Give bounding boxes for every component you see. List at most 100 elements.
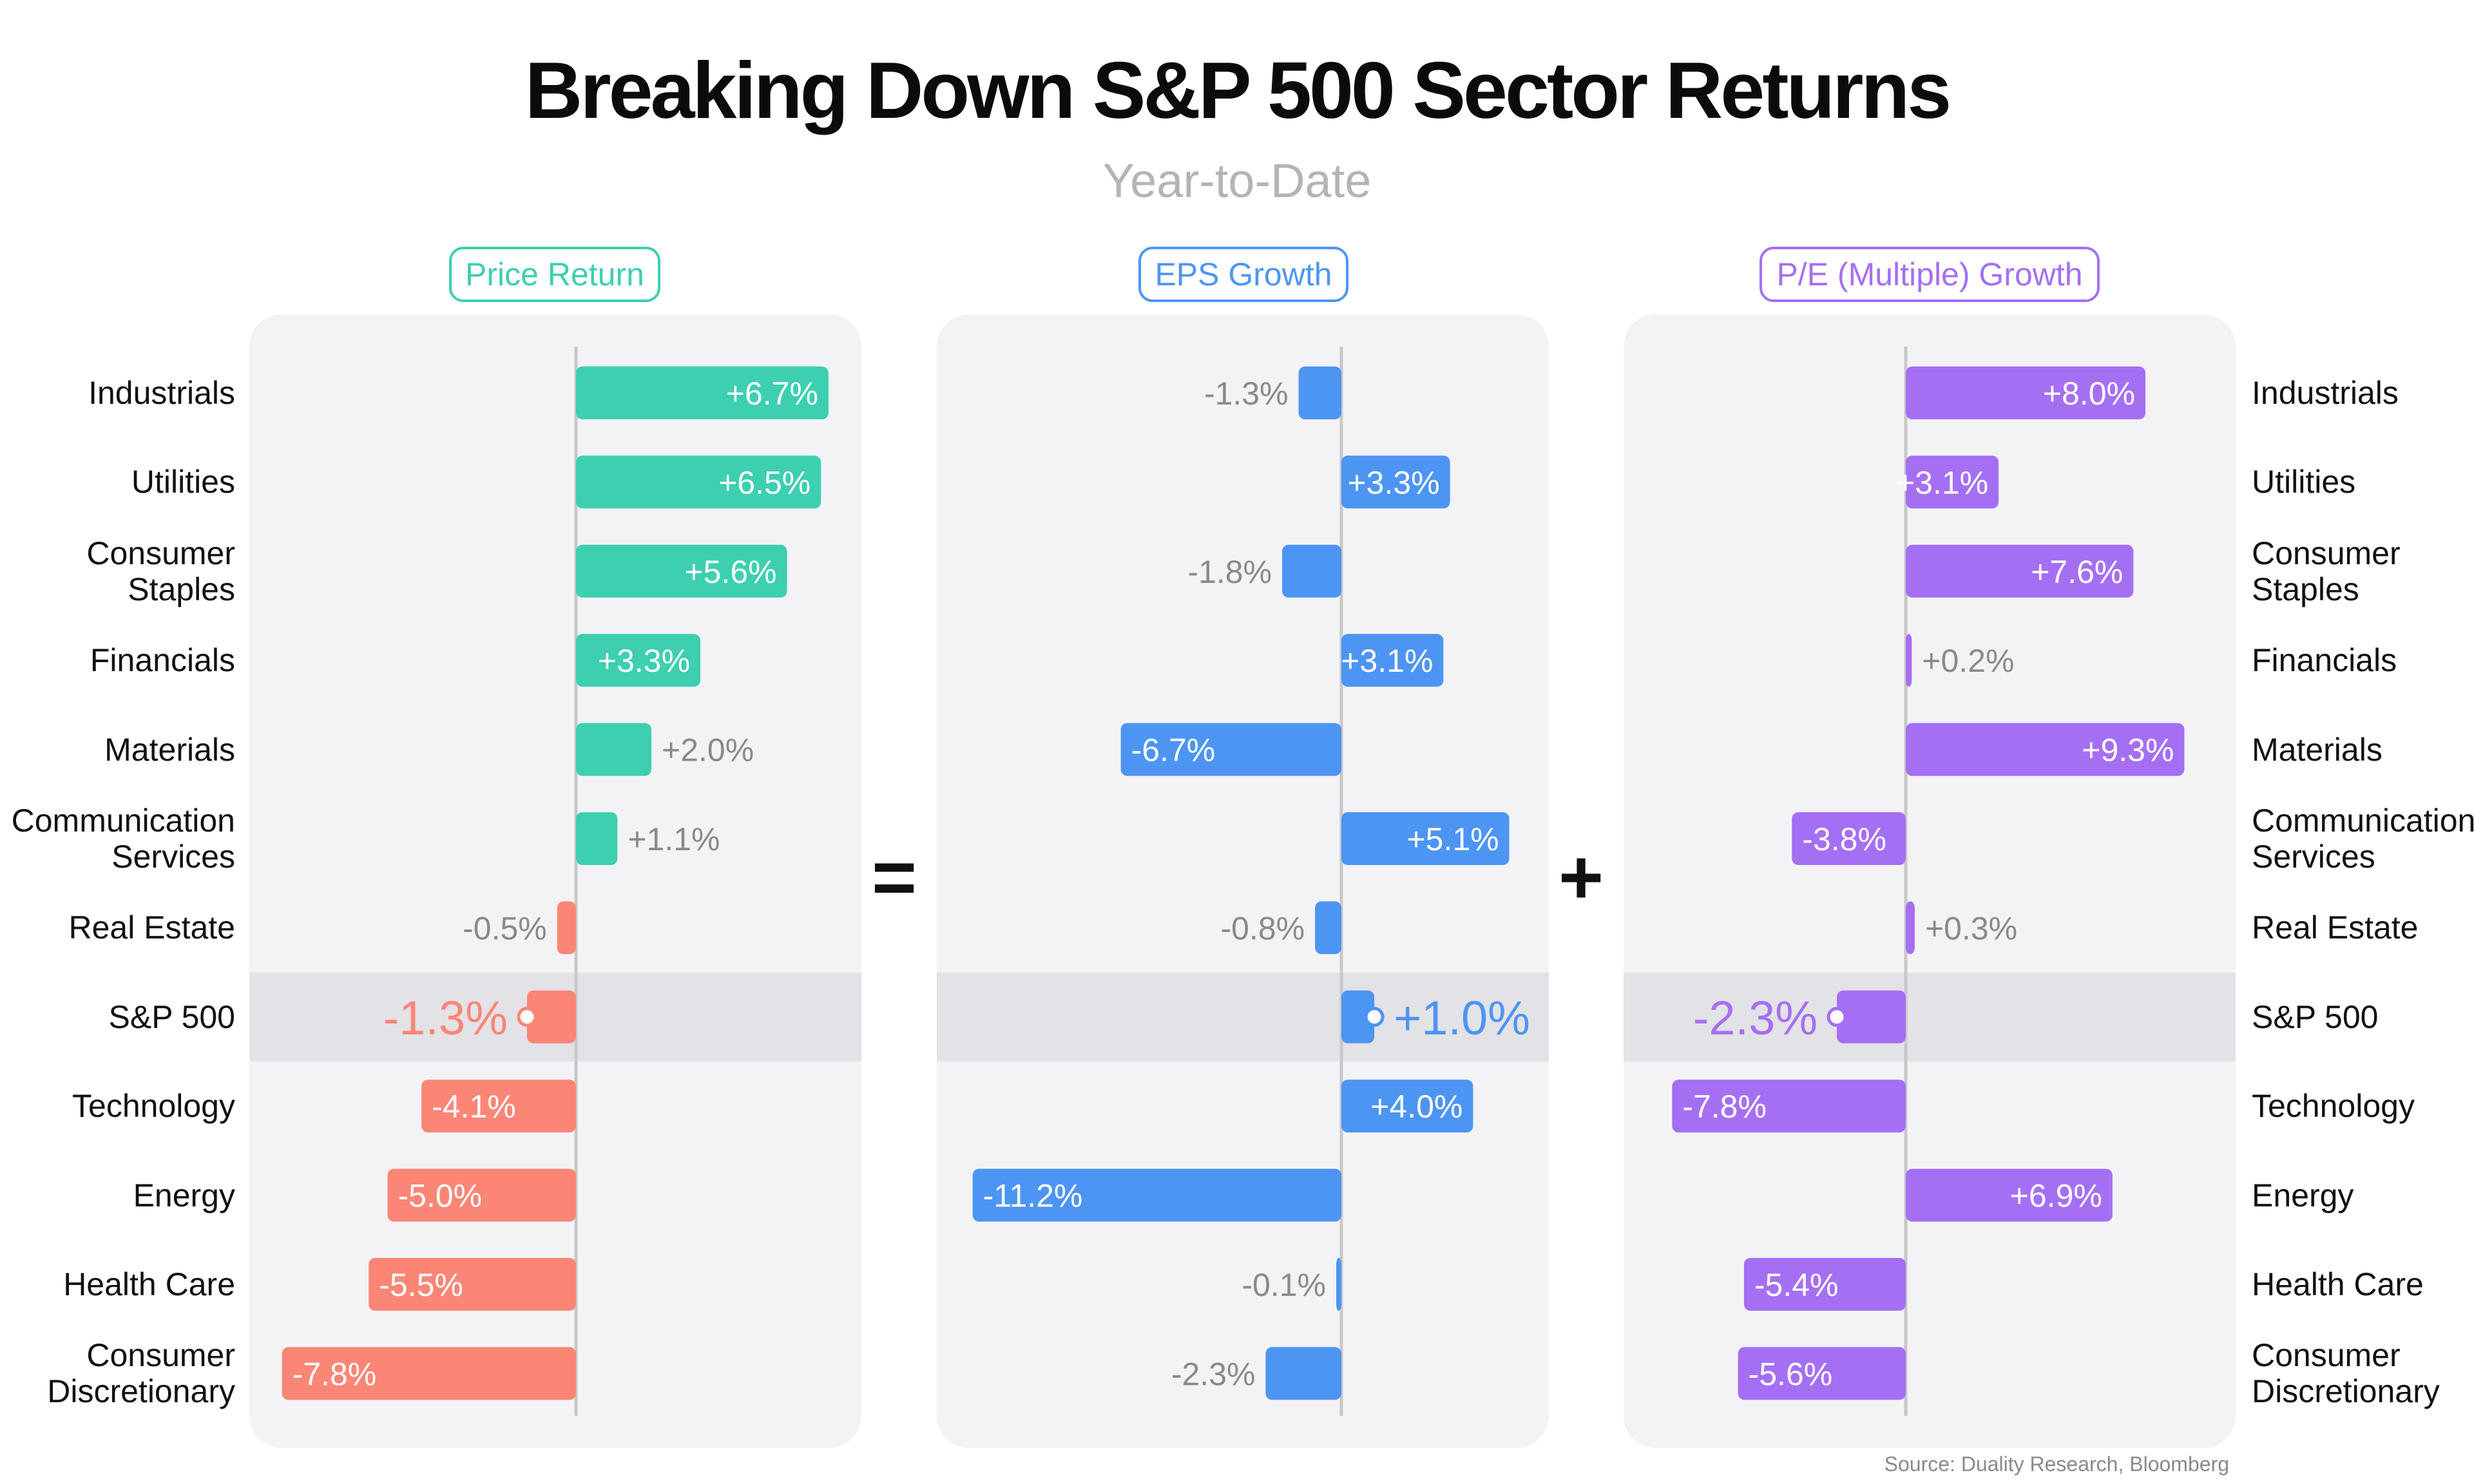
eps-growth-bar-utilities-label: +3.3%: [1347, 464, 1439, 500]
highlight-band-p-e-multiple-growth: [1624, 972, 2236, 1061]
price-return-bar-utilities-label: +6.5%: [718, 464, 810, 500]
p-e-multiple-growth-bar-real-estate: [1906, 901, 1915, 955]
row-label-line: S&P 500: [2252, 998, 2379, 1035]
row-label-line: Industrials: [88, 375, 235, 411]
equals-operator: =: [872, 834, 917, 920]
price-return-bar-consumer-staples: [576, 544, 787, 598]
row-label-right-industrials: Industrials: [2252, 375, 2471, 411]
p-e-multiple-growth-bar-financials: [1906, 634, 1912, 687]
p-e-multiple-growth-bar-industrials: [1906, 366, 2145, 419]
row-label-line: Consumer: [2252, 535, 2401, 571]
p-e-multiple-growth-bar-s-p-500: [1837, 990, 1906, 1043]
price-return-bar-s-p-500: [526, 990, 576, 1043]
row-label-right-financials: Financials: [2252, 642, 2471, 678]
price-return-bar-health-care-label: -5.5%: [379, 1267, 463, 1303]
chart-subtitle: Year-to-Date: [1102, 154, 1372, 207]
eps-growth-bar-consumer-discretionary-label: -2.3%: [1171, 1356, 1256, 1392]
row-label-line: Financials: [90, 642, 235, 679]
row-label-right-technology: Technology: [2252, 1088, 2471, 1124]
row-label-left-technology: Technology: [0, 1088, 235, 1124]
row-label-right-utilities: Utilities: [2252, 464, 2471, 500]
source-note: Source: Duality Research, Bloomberg: [1884, 1452, 2229, 1476]
p-e-multiple-growth-bar-consumer-discretionary: [1738, 1347, 1906, 1400]
row-label-left-communication-services: Communication Services: [0, 803, 235, 875]
price-return-bar-materials-label: +2.0%: [662, 732, 754, 768]
price-return-bar-real-estate: [557, 901, 576, 955]
row-label-left-financials: Financials: [0, 642, 235, 678]
price-return-bar-materials: [576, 723, 651, 776]
eps-growth-bar-technology-label: +4.0%: [1370, 1089, 1462, 1125]
price-return-bar-energy: [387, 1168, 576, 1222]
p-e-multiple-growth-bar-materials: [1906, 723, 2185, 776]
row-label-right-materials: Materials: [2252, 732, 2471, 768]
eps-growth-bar-technology: [1341, 1080, 1473, 1133]
p-e-multiple-growth-bar-communication-services-label: -3.8%: [1802, 821, 1886, 857]
eps-growth-bar-materials-label: -6.7%: [1131, 732, 1216, 768]
row-label-line: Financials: [2252, 642, 2397, 679]
price-return-bar-industrials-label: +6.7%: [726, 376, 818, 412]
p-e-multiple-growth-bar-utilities: [1906, 455, 1999, 509]
row-label-line: Health Care: [63, 1266, 235, 1302]
p-e-multiple-growth-bar-consumer-discretionary-label: -5.6%: [1749, 1356, 1833, 1392]
eps-growth-bar-s-p-500-label: +1.0%: [1394, 991, 1530, 1045]
p-e-multiple-growth-bar-energy: [1906, 1168, 2113, 1222]
price-return-bar-communication-services-label: +1.1%: [628, 821, 720, 857]
row-label-line: Materials: [104, 731, 235, 768]
row-label-line: Energy: [2252, 1177, 2354, 1213]
p-e-multiple-growth-bar-utilities-label: +3.1%: [1896, 464, 1988, 500]
p-e-multiple-growth-bar-health-care: [1743, 1258, 1906, 1311]
row-label-line: Utilities: [2252, 464, 2356, 500]
row-label-line: Consumer: [86, 535, 235, 571]
eps-growth-bar-s-p-500-marker: [1364, 1007, 1385, 1027]
p-e-multiple-growth-bar-communication-services: [1792, 812, 1906, 865]
p-e-multiple-growth-bar-s-p-500-marker: [1827, 1007, 1847, 1027]
eps-growth-bar-energy: [972, 1168, 1341, 1222]
price-return-bar-energy-label: -5.0%: [398, 1178, 483, 1214]
row-label-line: Consumer: [2252, 1337, 2401, 1374]
row-label-left-health-care: Health Care: [0, 1266, 235, 1302]
eps-growth-bar-s-p-500: [1341, 990, 1375, 1043]
price-return-bar-industrials: [576, 366, 829, 419]
price-return-bar-financials-label: +3.3%: [598, 643, 690, 679]
eps-growth-bar-communication-services-label: +5.1%: [1406, 821, 1499, 857]
eps-growth-bar-real-estate: [1315, 901, 1341, 955]
price-return-bar-technology-label: -4.1%: [432, 1089, 516, 1125]
eps-growth-bar-health-care: [1336, 1258, 1341, 1311]
row-label-line: Consumer: [86, 1337, 235, 1374]
price-return-bar-health-care: [369, 1258, 576, 1311]
price-return-bar-consumer-staples-label: +5.6%: [684, 554, 776, 590]
p-e-multiple-growth-bar-technology-label: -7.8%: [1682, 1089, 1767, 1125]
row-label-line: Real Estate: [2252, 909, 2419, 946]
row-label-line: Energy: [133, 1177, 235, 1213]
p-e-multiple-growth-bar-financials-label: +0.2%: [1922, 643, 2014, 679]
row-label-right-communication-services: Communication Services: [2252, 803, 2474, 875]
row-label-line: Services: [2252, 839, 2375, 875]
eps-growth-bar-industrials: [1298, 366, 1341, 419]
p-e-multiple-growth-bar-consumer-staples-label: +7.6%: [2031, 554, 2123, 590]
row-label-line: Utilities: [131, 464, 235, 500]
eps-growth-bar-energy-label: -11.2%: [983, 1178, 1083, 1214]
row-label-right-health-care: Health Care: [2252, 1266, 2471, 1302]
eps-growth-bar-communication-services: [1341, 812, 1510, 865]
price-return-bar-s-p-500-marker: [517, 1007, 537, 1027]
row-label-line: Services: [111, 839, 235, 875]
eps-growth-bar-consumer-staples-label: -1.8%: [1187, 554, 1272, 590]
price-return-bar-technology: [421, 1080, 576, 1133]
p-e-multiple-growth-bar-technology: [1672, 1080, 1906, 1133]
p-e-multiple-growth-bar-real-estate-label: +0.3%: [1925, 910, 2017, 946]
row-label-line: Real Estate: [68, 909, 235, 946]
row-label-left-s-p-500: S&P 500: [0, 999, 235, 1035]
row-label-line: S&P 500: [108, 998, 235, 1035]
row-label-line: Discretionary: [2252, 1373, 2440, 1410]
pe-growth-header: P/E (Multiple) Growth: [1760, 247, 2100, 302]
row-label-right-consumer-staples: Consumer Staples: [2252, 535, 2471, 607]
row-label-line: Discretionary: [47, 1373, 235, 1410]
chart-title: Breaking Down S&P 500 Sector Returns: [524, 46, 1951, 135]
eps-growth-bar-consumer-discretionary: [1265, 1347, 1341, 1400]
price-return-bar-s-p-500-label: -1.3%: [383, 991, 508, 1045]
row-label-line: Technology: [72, 1088, 235, 1125]
eps-growth-bar-financials: [1341, 634, 1444, 687]
price-return-bar-communication-services: [576, 812, 618, 865]
price-return-bar-utilities: [576, 455, 821, 509]
row-label-left-real-estate: Real Estate: [0, 909, 235, 946]
